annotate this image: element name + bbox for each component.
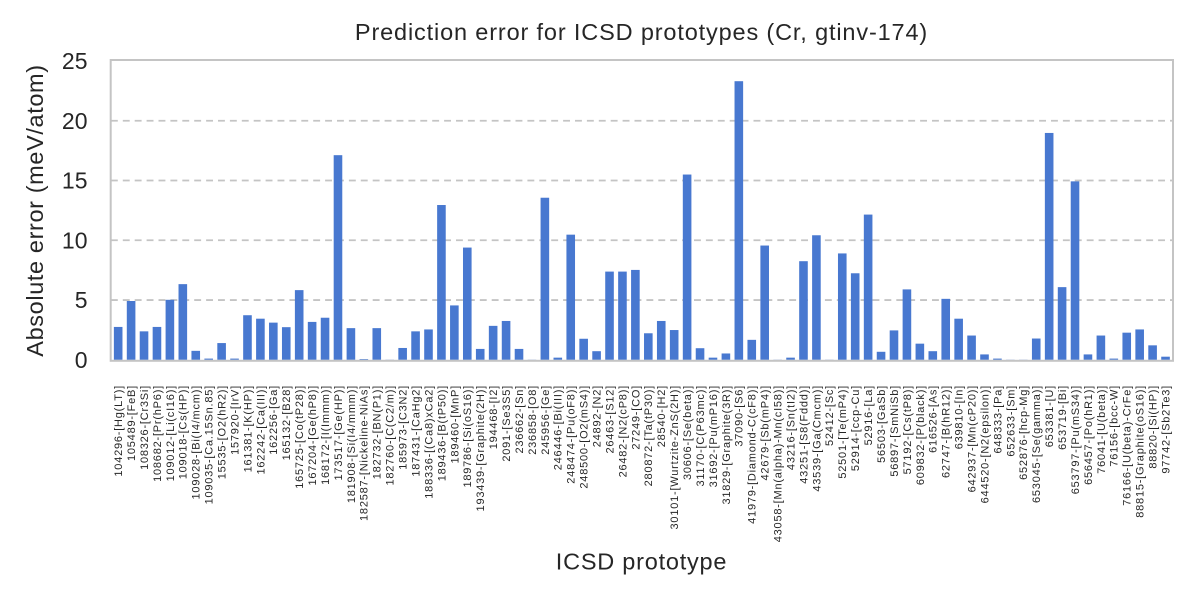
svg-text:189786-[Si(oS16)]: 189786-[Si(oS16)] [462, 385, 474, 488]
svg-text:52412-[Sc]: 52412-[Sc] [824, 385, 836, 446]
svg-text:43539-[Ga(Cmcm)]: 43539-[Ga(Cmcm)] [811, 385, 823, 492]
svg-text:42679-[Sb(mP4)]: 42679-[Sb(mP4)] [760, 385, 772, 480]
svg-text:76156-[bcc-W]: 76156-[bcc-W] [1109, 385, 1121, 467]
svg-text:182587-[Nickeline-NiAs]: 182587-[Nickeline-NiAs] [359, 385, 371, 521]
svg-text:609832-[P(black)]: 609832-[P(black)] [915, 385, 927, 485]
svg-text:62747-[B(hR12)]: 62747-[B(hR12)] [941, 385, 953, 478]
svg-text:56503-[GaSb]: 56503-[GaSb] [876, 385, 888, 463]
svg-text:165132-[B28]: 165132-[B28] [281, 385, 293, 460]
svg-text:76166-[U(beta)-CrFe]: 76166-[U(beta)-CrFe] [1122, 385, 1134, 506]
svg-text:162242-[Ca(III)]: 162242-[Ca(III)] [255, 385, 267, 475]
svg-text:652876-[hcp-Mg]: 652876-[hcp-Mg] [1018, 385, 1030, 480]
svg-text:236662-[Sn]: 236662-[Sn] [514, 385, 526, 454]
svg-text:280872-[Ta(tP30)]: 280872-[Ta(tP30)] [643, 385, 655, 486]
svg-text:157920-[IrV]: 157920-[IrV] [229, 385, 241, 455]
svg-text:656457-[Po(hR1)]: 656457-[Po(hR1)] [1083, 385, 1095, 485]
svg-text:104296-[Hg(LT)]: 104296-[Hg(LT)] [113, 385, 125, 477]
svg-text:88815-[Graphite(oS16)]: 88815-[Graphite(oS16)] [1135, 385, 1147, 518]
svg-text:248474-[Pu(oF8)]: 248474-[Pu(oF8)] [566, 385, 578, 484]
svg-text:109035-[Ca.15Sn.85]: 109035-[Ca.15Sn.85] [204, 385, 216, 504]
svg-text:648333-[Pa]: 648333-[Pa] [992, 385, 1004, 454]
svg-text:168172-[I(Immm)]: 168172-[I(Immm)] [320, 385, 332, 485]
svg-text:653797-[Pu(mS34)]: 653797-[Pu(mS34)] [1070, 385, 1082, 494]
svg-text:30606-[Se(beta)]: 30606-[Se(beta)] [682, 385, 694, 480]
svg-text:182760-[C(C2/m)]: 182760-[C(C2/m)] [385, 385, 397, 486]
svg-text:43058-[Mn(alpha)-Mn(cI58)]: 43058-[Mn(alpha)-Mn(cI58)] [773, 385, 785, 542]
svg-text:37090-[S6]: 37090-[S6] [734, 385, 746, 447]
svg-text:2091-[Se3S5]: 2091-[Se3S5] [501, 385, 513, 462]
svg-text:161381-[K(HP)]: 161381-[K(HP)] [242, 385, 254, 472]
svg-text:108682-[Pr(hP6)]: 108682-[Pr(hP6)] [152, 385, 164, 482]
svg-text:181908-[Si(I4/mmm)]: 181908-[Si(I4/mmm)] [346, 385, 358, 503]
svg-text:639810-[In]: 639810-[In] [954, 385, 966, 449]
svg-text:162256-[Ga]: 162256-[Ga] [268, 385, 280, 455]
svg-text:26482-[N2(cP8)]: 26482-[N2(cP8)] [617, 385, 629, 477]
svg-text:616526-[As]: 616526-[As] [928, 385, 940, 453]
svg-text:43251-[S8(Fddd)]: 43251-[S8(Fddd)] [798, 385, 810, 484]
svg-text:28540-[H2]: 28540-[H2] [656, 385, 668, 447]
svg-text:26463-[S12]: 26463-[S12] [604, 385, 616, 454]
svg-text:185973-[C3N2]: 185973-[C3N2] [398, 385, 410, 470]
svg-text:Absolute error (meV/atom): Absolute error (meV/atom) [22, 64, 48, 356]
svg-text:52501-[Te(mP4)]: 52501-[Te(mP4)] [837, 385, 849, 479]
svg-text:194468-[I2]: 194468-[I2] [488, 385, 500, 449]
svg-text:88820-[Si(HP)]: 88820-[Si(HP)] [1148, 385, 1160, 469]
svg-text:165725-[Co(tP28)]: 165725-[Co(tP28)] [294, 385, 306, 489]
svg-text:189460-[MnP]: 189460-[MnP] [449, 385, 461, 463]
svg-text:246446-[Bi(III)]: 246446-[Bi(III)] [553, 385, 565, 470]
svg-text:56897-[SmNiSb]: 56897-[SmNiSb] [889, 385, 901, 477]
svg-text:173517-[Ge(HP)]: 173517-[Ge(HP)] [333, 385, 345, 480]
svg-text:182732-[BN(P1)]: 182732-[BN(P1)] [372, 385, 384, 479]
svg-text:245956-[Ge]: 245956-[Ge] [540, 385, 552, 455]
svg-text:644520-[N2(epsilon)]: 644520-[N2(epsilon)] [979, 385, 991, 503]
svg-text:0: 0 [75, 347, 88, 373]
svg-text:108326-[Cr3Si]: 108326-[Cr3Si] [139, 385, 151, 470]
svg-text:41979-[Diamond-C(cF8)]: 41979-[Diamond-C(cF8)] [747, 385, 759, 524]
svg-text:31829-[Graphite(3R)]: 31829-[Graphite(3R)] [721, 385, 733, 505]
svg-text:105489-[FeB]: 105489-[FeB] [126, 385, 138, 461]
svg-text:ICSD prototype: ICSD prototype [556, 549, 727, 575]
svg-text:57192-[Cs(tP8)]: 57192-[Cs(tP8)] [902, 385, 914, 474]
svg-text:24892-[N2]: 24892-[N2] [591, 385, 603, 447]
svg-text:653045-[Se(gamma)]: 653045-[Se(gamma)] [1031, 385, 1043, 503]
svg-text:27249-[CO]: 27249-[CO] [630, 385, 642, 450]
svg-text:248500-[O2(mS4)]: 248500-[O2(mS4)] [579, 385, 591, 489]
svg-text:Prediction error for ICSD prot: Prediction error for ICSD prototypes (Cr… [355, 19, 928, 45]
svg-text:653381-[U]: 653381-[U] [1044, 385, 1056, 447]
svg-text:189436-[B(tP50)]: 189436-[B(tP50)] [436, 385, 448, 481]
svg-text:52914-[ccp-Cu]: 52914-[ccp-Cu] [850, 385, 862, 471]
svg-text:52916-[La]: 52916-[La] [863, 385, 875, 445]
svg-text:20: 20 [62, 108, 88, 134]
svg-text:5: 5 [75, 287, 88, 313]
svg-text:25: 25 [62, 48, 88, 74]
svg-text:652633-[Sm]: 652633-[Sm] [1005, 385, 1017, 457]
svg-text:193439-[Graphite(2H)]: 193439-[Graphite(2H)] [475, 385, 487, 511]
svg-text:97742-[Sb2Te3]: 97742-[Sb2Te3] [1160, 385, 1172, 474]
svg-text:236858-[O8]: 236858-[O8] [527, 385, 539, 455]
svg-text:31170-[C(P63mc)]: 31170-[C(P63mc)] [695, 385, 707, 487]
svg-text:167204-[Ge(hP8)]: 167204-[Ge(hP8)] [307, 385, 319, 486]
svg-text:109012-[Li(cI16)]: 109012-[Li(cI16)] [165, 385, 177, 481]
svg-text:10: 10 [62, 227, 88, 253]
svg-text:109018-[Cs(HP)]: 109018-[Cs(HP)] [178, 385, 190, 479]
svg-text:15535-[O2(hR2)]: 15535-[O2(hR2)] [217, 385, 229, 479]
svg-text:15: 15 [62, 168, 88, 194]
svg-text:188336-[(Ca8)xCa2]: 188336-[(Ca8)xCa2] [423, 385, 435, 499]
svg-text:43216-[Sn(tI2)]: 43216-[Sn(tI2)] [785, 385, 797, 470]
svg-text:109028-[Bi(I4/mcm)]: 109028-[Bi(I4/mcm)] [191, 385, 203, 499]
svg-text:653719-[Bi]: 653719-[Bi] [1057, 385, 1069, 450]
svg-text:187431-[CaHg2]: 187431-[CaHg2] [410, 385, 422, 477]
svg-text:642937-[Mn(cP20)]: 642937-[Mn(cP20)] [966, 385, 978, 492]
svg-text:30101-[Wurtzite-ZnS(2H)]: 30101-[Wurtzite-ZnS(2H)] [669, 385, 681, 529]
svg-text:31692-[Pu(mP16)]: 31692-[Pu(mP16)] [708, 385, 720, 487]
svg-text:76041-[U(beta)]: 76041-[U(beta)] [1096, 385, 1108, 474]
